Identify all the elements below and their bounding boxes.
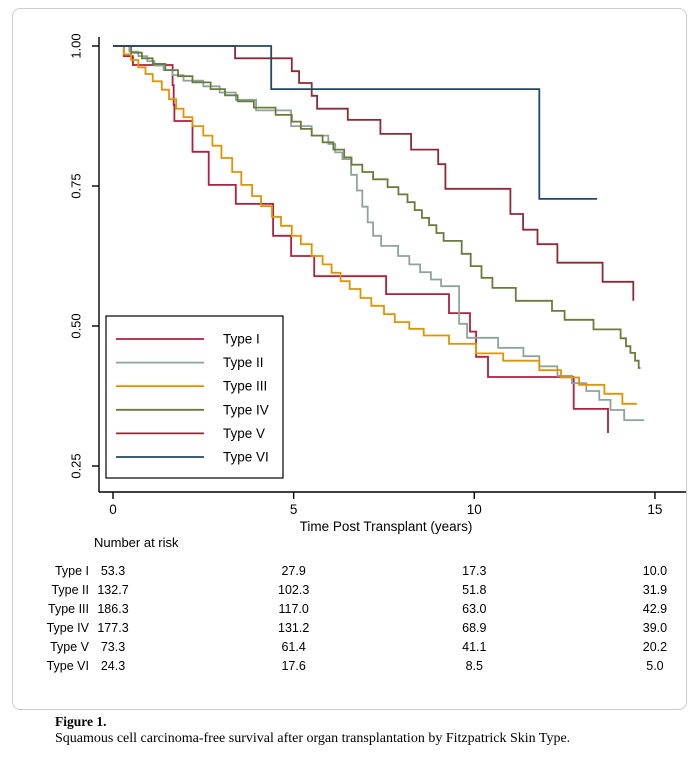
figure-caption: Figure 1. Squamous cell carcinoma-free s… <box>55 713 675 748</box>
risk-row-label-type-i: Type I <box>55 564 89 578</box>
x-axis-title: Time Post Transplant (years) <box>300 519 473 534</box>
risk-value: 53.3 <box>101 564 125 578</box>
y-tick-label: 1.00 <box>68 33 83 58</box>
caption-label: Figure 1. <box>55 714 107 729</box>
risk-value: 20.2 <box>643 640 667 654</box>
legend-label-type-v: Type V <box>223 426 265 441</box>
figure-panel: 1.00 0.75 0.50 0.25 0 5 10 15 Time Post Transpla… <box>12 8 687 710</box>
series-path-type-iv <box>113 45 641 369</box>
risk-row-label-type-v: Type V <box>50 640 90 654</box>
risk-row-label-type-vi: Type VI <box>47 659 89 673</box>
series-path-type-iii <box>113 45 637 405</box>
risk-value: 51.8 <box>462 583 486 597</box>
risk-value: 61.4 <box>281 640 305 654</box>
risk-value: 63.0 <box>462 602 486 616</box>
risk-row-label-type-ii: Type II <box>51 583 89 597</box>
risk-value: 131.2 <box>278 621 309 635</box>
risk-value: 17.3 <box>462 564 486 578</box>
y-tick-label: 0.25 <box>68 453 83 478</box>
risk-value: 31.9 <box>643 583 667 597</box>
y-tick-label: 0.75 <box>68 173 83 198</box>
risk-value: 132.7 <box>97 583 128 597</box>
series-path-type-i <box>113 45 609 433</box>
risk-row-label-type-iii: Type III <box>48 602 89 616</box>
x-tick-label: 15 <box>647 502 662 517</box>
legend-label-type-iii: Type III <box>223 379 267 394</box>
risk-value: 39.0 <box>643 621 667 635</box>
legend-label-type-vi: Type VI <box>223 450 269 465</box>
y-tick-label: 0.50 <box>68 313 83 338</box>
legend-box <box>105 315 284 479</box>
caption-text: Squamous cell carcinoma-free survival af… <box>55 731 571 746</box>
series-path-type-ii <box>113 45 645 421</box>
kaplan-meier-chart: 1.00 0.75 0.50 0.25 0 5 10 15 Time Post Transpla… <box>47 33 686 673</box>
series-path-type-vi <box>113 45 598 200</box>
legend-label-type-ii: Type II <box>223 355 264 370</box>
x-tick-label: 5 <box>290 502 298 517</box>
risk-value: 8.5 <box>466 659 483 673</box>
risk-value: 177.3 <box>97 621 128 635</box>
legend-label-type-iv: Type IV <box>223 402 269 417</box>
risk-value: 24.3 <box>101 659 125 673</box>
x-tick-label: 0 <box>109 502 117 517</box>
risk-value: 17.6 <box>281 659 305 673</box>
risk-value: 68.9 <box>462 621 486 635</box>
risk-value: 102.3 <box>278 583 309 597</box>
risk-row-label-type-iv: Type IV <box>47 621 90 635</box>
x-tick-label: 10 <box>467 502 482 517</box>
risk-value: 27.9 <box>281 564 305 578</box>
risk-value: 186.3 <box>97 602 128 616</box>
risk-value: 42.9 <box>643 602 667 616</box>
risk-value: 41.1 <box>462 640 486 654</box>
risk-value: 73.3 <box>101 640 125 654</box>
risk-table-header: Number at risk <box>94 535 179 550</box>
series-path-type-v <box>113 45 635 301</box>
legend-label-type-i: Type I <box>223 332 260 347</box>
risk-value: 117.0 <box>278 602 308 616</box>
risk-value: 5.0 <box>646 659 663 673</box>
risk-value: 10.0 <box>643 564 667 578</box>
